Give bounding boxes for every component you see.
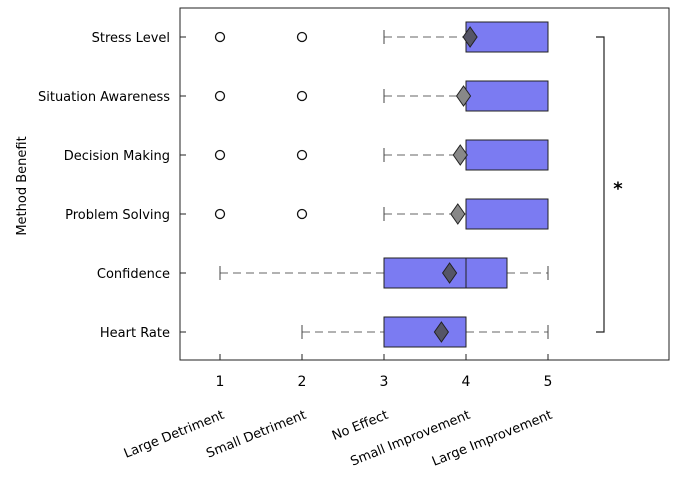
- plot-frame-layer: [179, 7, 670, 361]
- boxes-layer: [214, 21, 549, 348]
- outlier-point: [214, 149, 226, 161]
- category-label: Confidence: [97, 267, 170, 282]
- category-label: Problem Solving: [65, 208, 170, 223]
- mean-marker: [462, 26, 478, 48]
- mean-marker: [450, 203, 466, 225]
- y-axis-label: Method Benefit: [15, 136, 30, 235]
- plot-frame: [179, 7, 670, 361]
- x-tick-description: No Effect: [330, 408, 391, 444]
- outlier-point: [296, 149, 308, 161]
- category-label: Situation Awareness: [38, 90, 170, 105]
- iqr-box: [465, 198, 549, 230]
- significance-marker: *: [613, 179, 623, 200]
- outlier-point: [296, 208, 308, 220]
- outlier-point: [214, 208, 226, 220]
- category-label: Decision Making: [64, 149, 170, 164]
- mean-marker: [455, 85, 472, 107]
- mean-marker: [452, 144, 468, 166]
- mean-marker: [441, 262, 458, 284]
- outlier-point: [296, 31, 308, 43]
- x-tick-label: 4: [462, 374, 471, 390]
- iqr-box: [465, 21, 549, 53]
- x-tick-label: 1: [216, 374, 225, 390]
- category-label: Stress Level: [92, 31, 170, 46]
- category-label: Heart Rate: [100, 326, 170, 341]
- iqr-box: [383, 316, 467, 348]
- outlier-point: [214, 90, 226, 102]
- x-tick-label: 3: [380, 374, 389, 390]
- iqr-box: [465, 139, 549, 171]
- outlier-point: [214, 31, 226, 43]
- significance-bracket: [596, 36, 605, 333]
- mean-marker: [433, 321, 450, 343]
- outlier-point: [296, 90, 308, 102]
- x-tick-label: 2: [298, 374, 307, 390]
- x-tick-label: 5: [544, 374, 553, 390]
- iqr-box: [465, 80, 549, 112]
